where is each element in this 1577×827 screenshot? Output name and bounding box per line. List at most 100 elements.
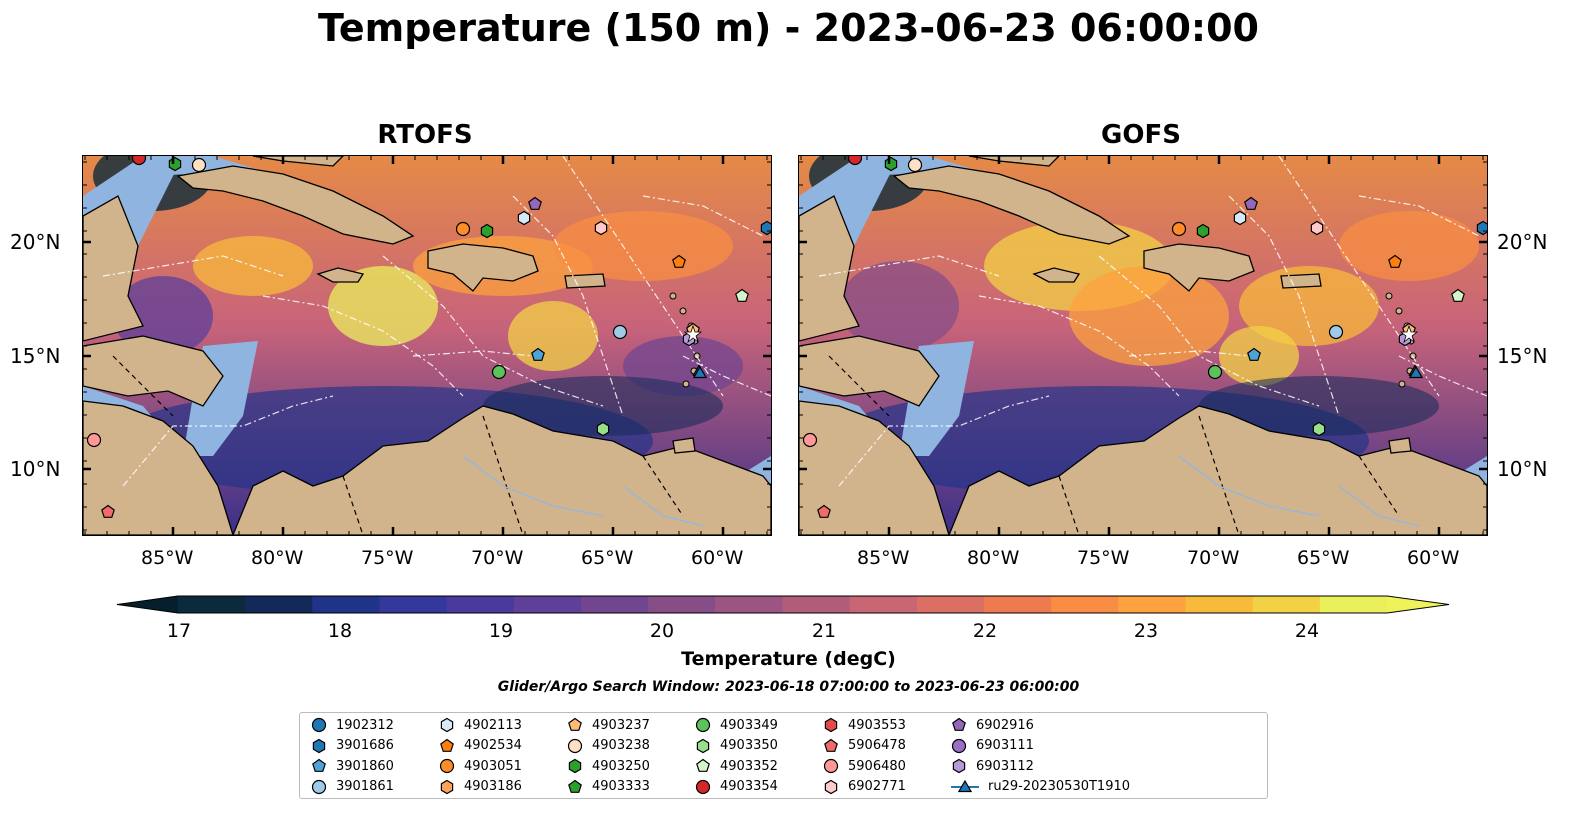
honduras-land <box>799 335 940 407</box>
legend-label: 4903350 <box>720 738 778 753</box>
float-marker <box>131 156 147 166</box>
float-marker <box>1476 220 1487 236</box>
lon-label-80w-right: 80°W <box>967 547 1020 569</box>
colorbar-segment <box>849 596 918 613</box>
country-border <box>342 475 364 535</box>
float-marker <box>594 220 608 236</box>
float-marker <box>907 157 923 173</box>
legend-item: 6903111 <box>950 736 1034 756</box>
glider-marker <box>692 365 708 379</box>
float-marker <box>1388 254 1402 268</box>
legend-item: 4903186 <box>438 777 522 797</box>
lon-label-85w-right: 85°W <box>857 547 910 569</box>
legend-marker-icon <box>951 779 979 792</box>
legend-label: ru29-20230530T1910 <box>988 779 1131 794</box>
legend-marker-icon <box>824 779 838 794</box>
legend-item: 4903238 <box>566 736 650 756</box>
colorbar-extend-min <box>117 596 178 613</box>
legend-label: 6902916 <box>976 717 1034 733</box>
colorbar-segment <box>984 596 1052 613</box>
legend-marker-icon <box>696 738 710 753</box>
lat-label-10n-right: 10°N <box>1497 457 1548 481</box>
star-marker <box>1399 324 1419 344</box>
search-window-text: Glider/Argo Search Window: 2023-06-18 07… <box>497 679 1080 695</box>
eez-boundary <box>818 255 1000 277</box>
colorbar-tick-19: 19 <box>488 620 514 642</box>
colorbar <box>116 595 1450 614</box>
legend-item: 4902113 <box>438 715 522 735</box>
legend-label: 5906478 <box>848 738 906 753</box>
legend-item: 1902312 <box>310 715 394 735</box>
colorbar-tick-23: 23 <box>1133 620 1159 642</box>
cuba-land <box>892 165 1131 245</box>
float-marker <box>817 504 831 518</box>
float-marker <box>531 347 545 361</box>
eez-boundary <box>1358 195 1480 237</box>
legend-marker-icon <box>696 758 710 772</box>
float-marker <box>455 221 471 237</box>
puerto-rico-land <box>564 273 606 289</box>
legend-marker-icon <box>568 758 582 774</box>
lon-label-75w-right: 75°W <box>1077 547 1130 569</box>
legend-item: 5906480 <box>822 756 906 776</box>
legend-marker-icon <box>311 717 327 733</box>
float-marker <box>847 156 863 166</box>
cuba-land <box>176 165 415 245</box>
lesser-antilles-island <box>682 380 690 388</box>
colorbar-segment <box>715 596 783 613</box>
legend-label: 5906480 <box>848 758 906 774</box>
eez-boundary <box>562 156 724 397</box>
colorbar-tick-17: 17 <box>166 620 192 642</box>
colorbar-tick-22: 22 <box>972 620 998 642</box>
float-marker <box>1451 288 1465 302</box>
legend-item: 5906478 <box>822 736 906 756</box>
colorbar-segment <box>1252 596 1321 613</box>
country-border <box>482 415 524 535</box>
eez-boundary <box>1228 195 1340 417</box>
float-marker <box>884 156 898 172</box>
legend-label: 3901860 <box>336 758 394 774</box>
lon-label-85w-left: 85°W <box>141 547 194 569</box>
country-border <box>1198 415 1240 535</box>
legend-marker-icon <box>824 738 838 752</box>
legend-marker-icon <box>440 717 454 733</box>
legend-marker-icon <box>311 779 327 794</box>
float-marker <box>612 324 628 340</box>
lat-label-15n-left: 15°N <box>10 344 61 368</box>
colorbar-segment <box>1051 596 1119 613</box>
legend-item: 4903349 <box>694 715 778 735</box>
legend-item: 6903112 <box>950 756 1034 776</box>
colorbar-label: Temperature (degC) <box>681 648 896 670</box>
lon-label-60w-left: 60°W <box>691 547 744 569</box>
legend-label: 4903237 <box>592 717 650 733</box>
central-america-land <box>83 400 234 535</box>
legend-label: 4902113 <box>464 717 522 733</box>
legend-label: 4903349 <box>720 717 778 733</box>
eez-boundary <box>642 195 764 237</box>
float-marker <box>1310 220 1324 236</box>
honduras-land <box>83 335 224 407</box>
eez-boundary <box>1398 355 1487 397</box>
legend-marker-icon <box>823 758 839 774</box>
legend-label: 4903186 <box>464 779 522 794</box>
eez-boundary <box>122 395 334 487</box>
lat-label-20n-right: 20°N <box>1497 230 1548 254</box>
lon-label-70w-right: 70°W <box>1187 547 1240 569</box>
float-marker <box>191 157 207 173</box>
lat-label-10n-left: 10°N <box>10 457 61 481</box>
lon-label-60w-right: 60°W <box>1407 547 1460 569</box>
hispaniola-land <box>427 243 539 292</box>
eez-boundary <box>102 255 284 277</box>
colorbar-segment <box>916 596 985 613</box>
legend-marker-icon <box>952 758 966 774</box>
eez-boundary <box>978 295 1180 397</box>
colorbar-tick-18: 18 <box>327 620 353 642</box>
lon-label-80w-left: 80°W <box>251 547 304 569</box>
float-marker <box>802 432 818 448</box>
legend-item: 4903354 <box>694 777 778 797</box>
colorbar-tick-20: 20 <box>649 620 675 642</box>
legend-label: 6902771 <box>848 779 906 794</box>
legend-item: 4903051 <box>438 756 522 776</box>
legend-item: 6902771 <box>822 777 906 797</box>
eez-boundary <box>1098 255 1320 407</box>
